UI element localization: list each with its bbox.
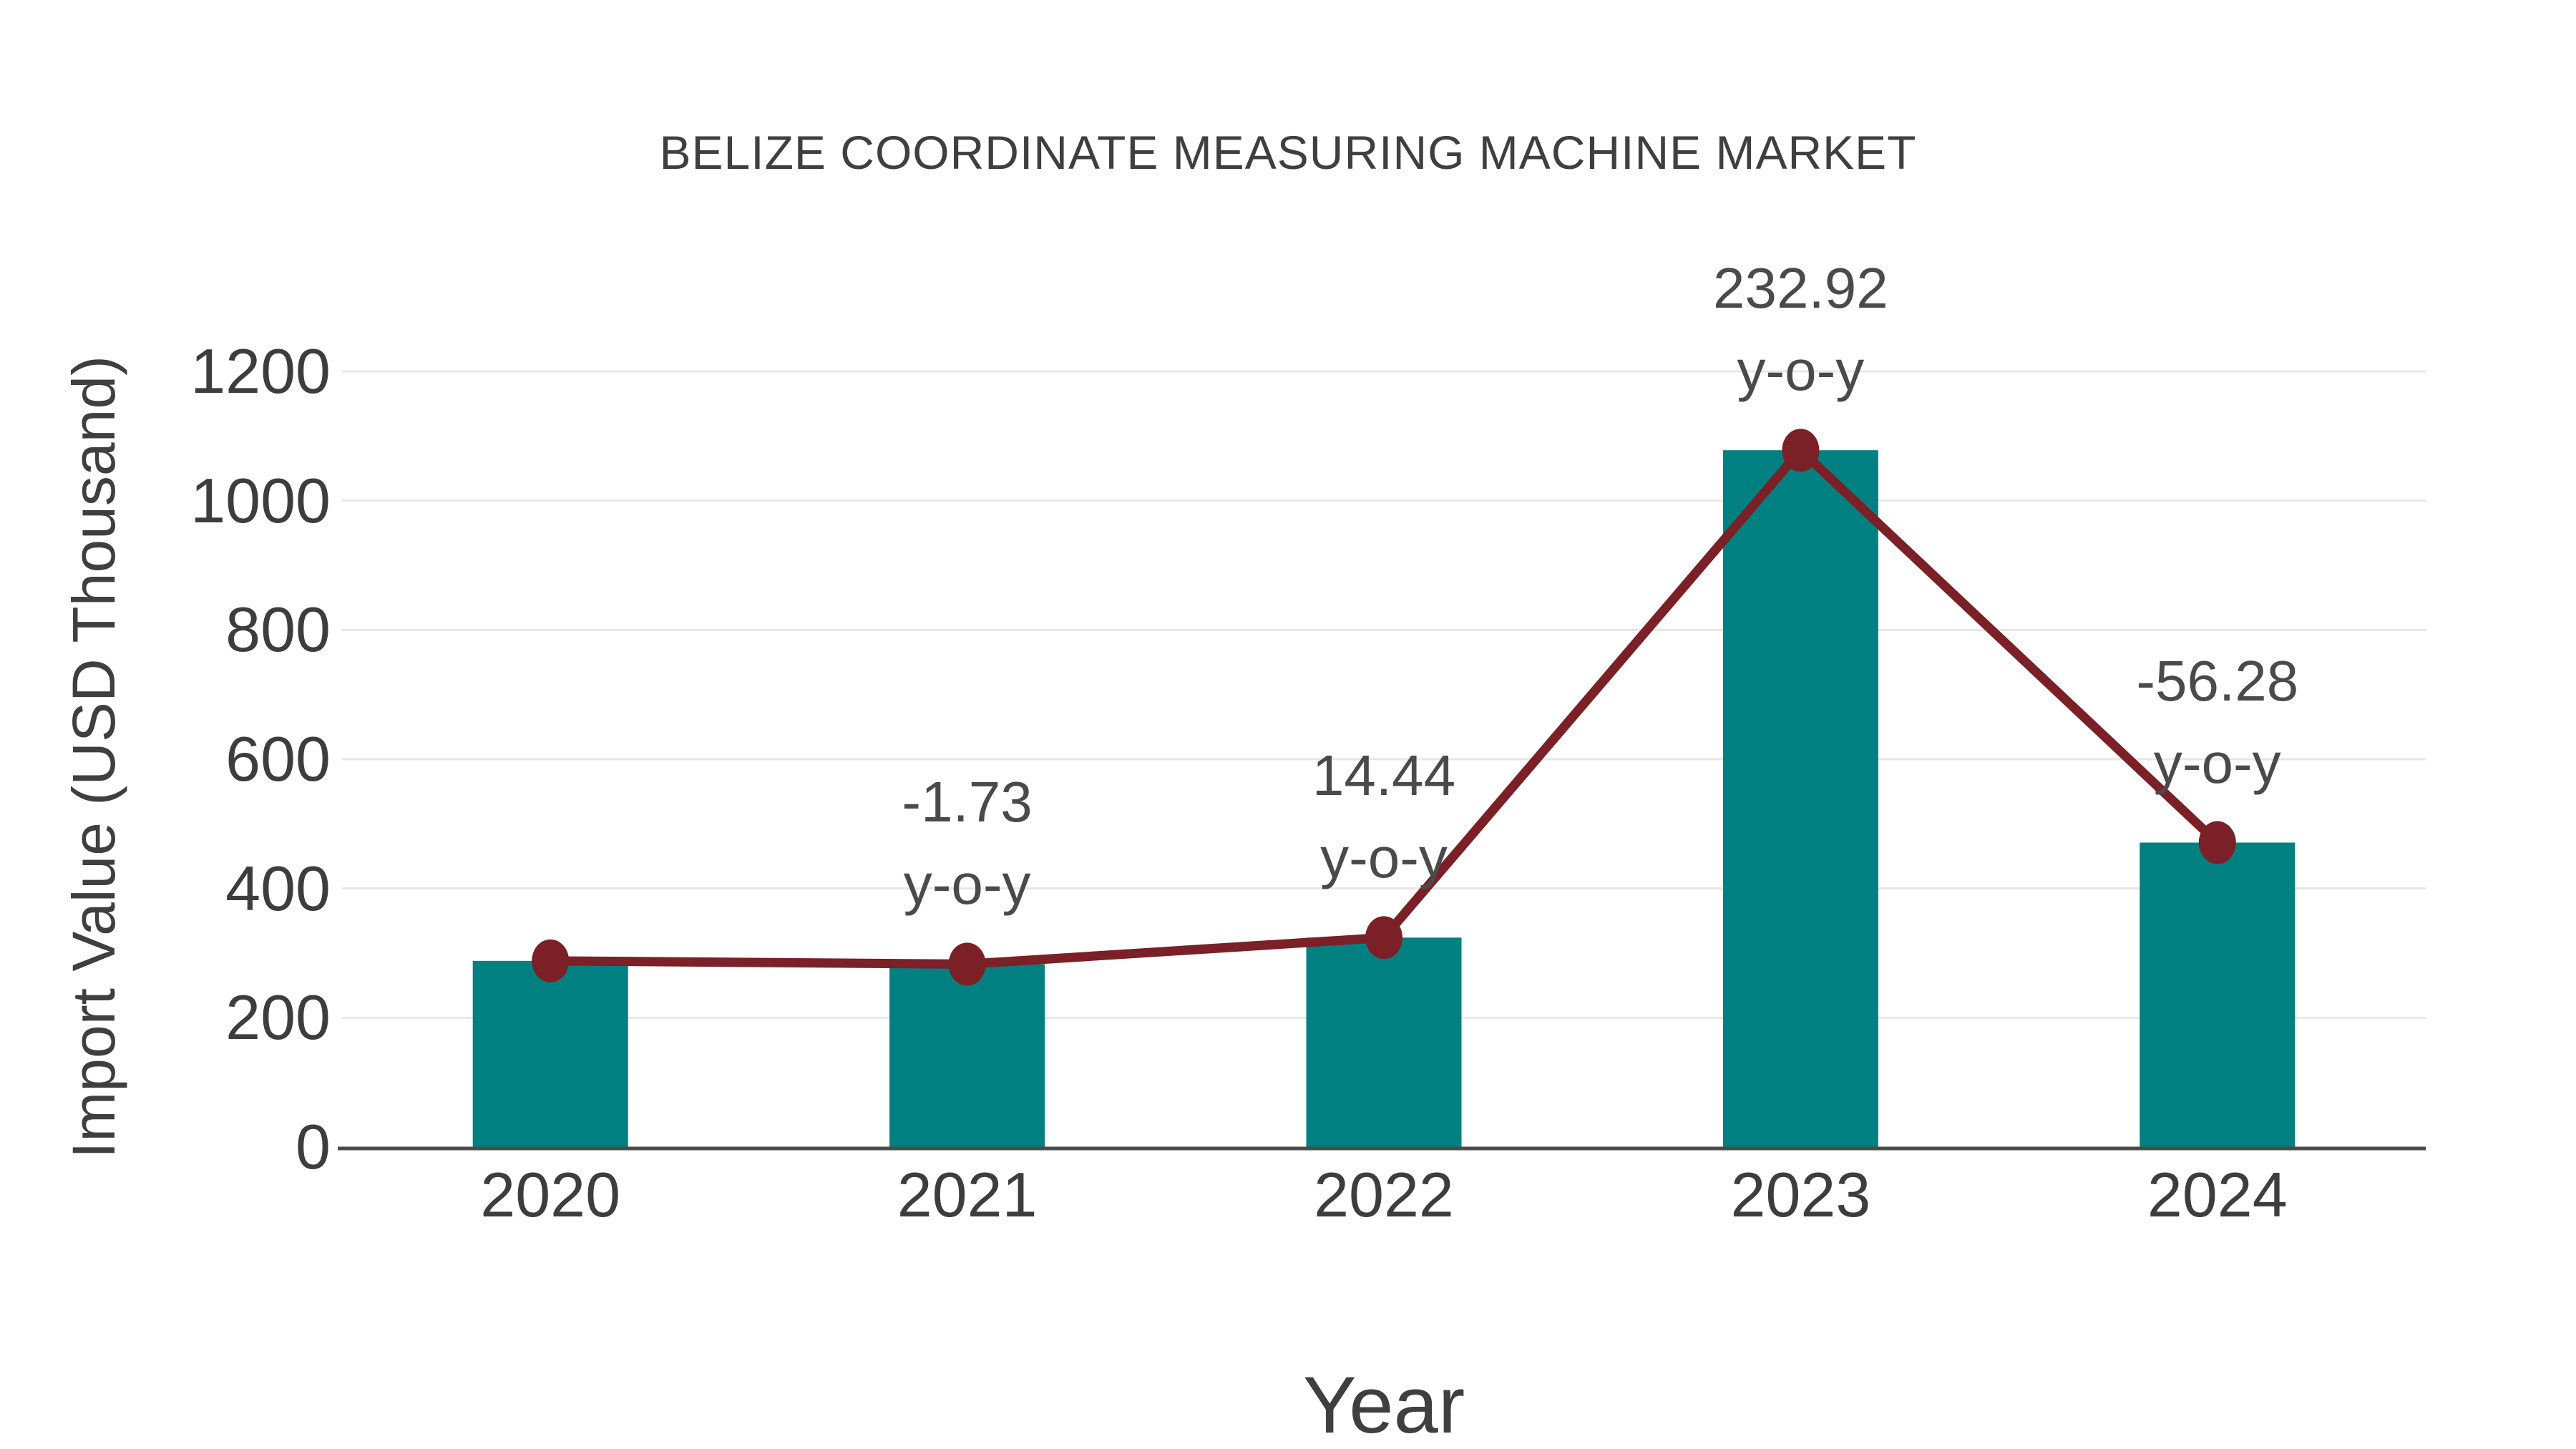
bar-2022 [1306,937,1462,1147]
marker-2021 [948,942,986,986]
y-tick-label-800: 800 [225,594,331,665]
bar-2020 [472,960,628,1147]
marker-2023 [1782,429,1820,472]
y-tick-label-0: 0 [296,1111,331,1182]
annotation-value-2022: 14.44 [1312,743,1456,808]
annotation-value-2023: 232.92 [1713,256,1888,321]
bar-2021 [889,964,1045,1147]
y-tick-label-1000: 1000 [190,464,331,536]
y-tick-label-200: 200 [225,982,331,1053]
bar-2024 [2140,842,2296,1147]
x-tick-label-2024: 2024 [2147,1159,2288,1230]
marker-2020 [532,939,570,982]
annotation-value-2024: -56.28 [2136,648,2299,713]
annotation-yoy-2022: y-o-y [1320,826,1448,890]
x-tick-label-2020: 2020 [480,1159,621,1230]
annotation-yoy-2023: y-o-y [1737,338,1865,403]
y-tick-label-1200: 1200 [190,336,331,406]
annotation-yoy-2024: y-o-y [2153,731,2281,795]
x-axis-title: Year [1302,1360,1465,1449]
chart-title: BELIZE COORDINATE MEASURING MACHINE MARK… [659,126,1917,179]
bar-2023 [1722,450,1878,1147]
x-tick-label-2021: 2021 [897,1159,1038,1230]
marker-2024 [2198,821,2236,864]
x-tick-label-2022: 2022 [1314,1159,1454,1230]
annotation-value-2021: -1.73 [902,770,1033,834]
y-tick-label-400: 400 [225,852,331,924]
annotation-yoy-2021: y-o-y [903,852,1031,917]
marker-2022 [1365,916,1402,960]
y-tick-label-600: 600 [225,723,331,794]
x-tick-label-2023: 2023 [1730,1159,1871,1230]
